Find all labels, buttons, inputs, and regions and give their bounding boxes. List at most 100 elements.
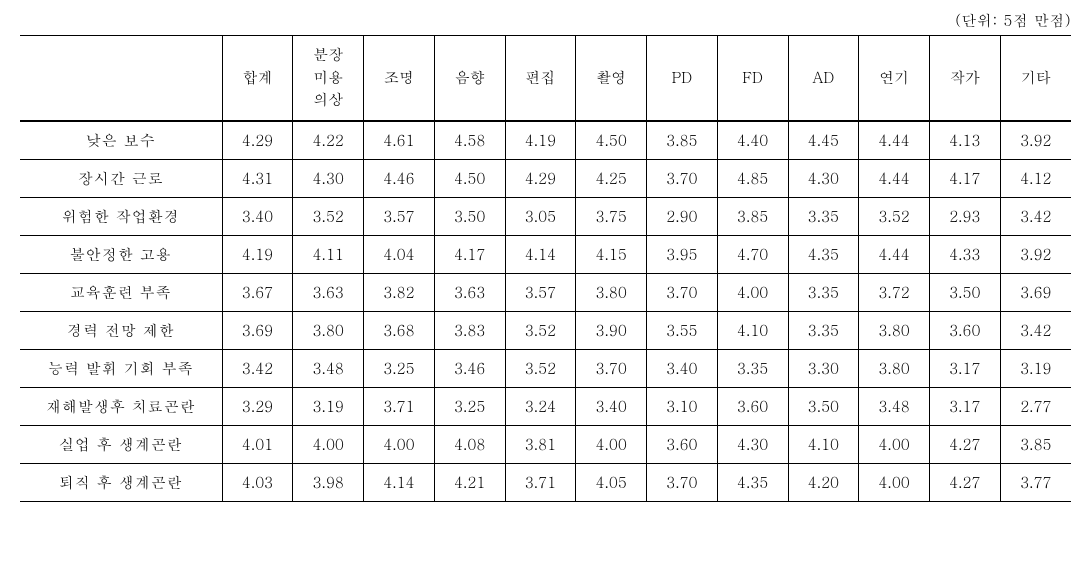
table-row: 퇴직 후 생계곤란4.033.984.144.213.714.053.704.3… <box>20 463 1071 501</box>
cell: 3.81 <box>505 425 576 463</box>
col-header: 음향 <box>434 36 505 121</box>
cell: 3.85 <box>1000 425 1071 463</box>
cell: 3.85 <box>647 121 718 159</box>
unit-note: (단위: 5점 만점) <box>20 10 1071 31</box>
cell: 4.85 <box>717 159 788 197</box>
row-label: 능력 발휘 기회 부족 <box>20 349 222 387</box>
table-row: 불안정한 고용4.194.114.044.174.144.153.954.704… <box>20 235 1071 273</box>
cell: 3.80 <box>859 311 930 349</box>
cell: 4.44 <box>859 121 930 159</box>
cell: 4.30 <box>788 159 859 197</box>
cell: 3.85 <box>717 197 788 235</box>
cell: 4.00 <box>717 273 788 311</box>
col-header: 분장미용의상 <box>293 36 364 121</box>
cell: 3.42 <box>1000 197 1071 235</box>
row-label: 불안정한 고용 <box>20 235 222 273</box>
cell: 3.55 <box>647 311 718 349</box>
col-header: 연기 <box>859 36 930 121</box>
row-label: 장시간 근로 <box>20 159 222 197</box>
row-label: 위험한 작업환경 <box>20 197 222 235</box>
cell: 3.82 <box>364 273 435 311</box>
cell: 3.24 <box>505 387 576 425</box>
cell: 4.00 <box>859 463 930 501</box>
cell: 4.44 <box>859 235 930 273</box>
cell: 4.30 <box>717 425 788 463</box>
cell: 4.14 <box>364 463 435 501</box>
cell: 3.50 <box>788 387 859 425</box>
cell: 3.63 <box>434 273 505 311</box>
row-label: 재해발생후 치료곤란 <box>20 387 222 425</box>
cell: 4.46 <box>364 159 435 197</box>
table-row: 능력 발휘 기회 부족3.423.483.253.463.523.703.403… <box>20 349 1071 387</box>
table-row: 위험한 작업환경3.403.523.573.503.053.752.903.85… <box>20 197 1071 235</box>
cell: 3.70 <box>576 349 647 387</box>
col-header: 편집 <box>505 36 576 121</box>
cell: 3.48 <box>859 387 930 425</box>
cell: 4.30 <box>293 159 364 197</box>
cell: 4.35 <box>717 463 788 501</box>
cell: 3.50 <box>929 273 1000 311</box>
cell: 4.00 <box>364 425 435 463</box>
cell: 4.22 <box>293 121 364 159</box>
cell: 3.52 <box>505 349 576 387</box>
table-row: 경력 전망 제한3.693.803.683.833.523.903.554.10… <box>20 311 1071 349</box>
cell: 3.29 <box>222 387 293 425</box>
cell: 3.70 <box>647 463 718 501</box>
cell: 3.60 <box>929 311 1000 349</box>
cell: 4.03 <box>222 463 293 501</box>
cell: 4.19 <box>222 235 293 273</box>
cell: 4.33 <box>929 235 1000 273</box>
cell: 4.50 <box>576 121 647 159</box>
cell: 3.46 <box>434 349 505 387</box>
cell: 3.83 <box>434 311 505 349</box>
table-row: 장시간 근로4.314.304.464.504.294.253.704.854.… <box>20 159 1071 197</box>
cell: 3.19 <box>293 387 364 425</box>
cell: 3.52 <box>859 197 930 235</box>
cell: 3.35 <box>717 349 788 387</box>
cell: 4.08 <box>434 425 505 463</box>
cell: 3.77 <box>1000 463 1071 501</box>
cell: 3.80 <box>576 273 647 311</box>
cell: 4.00 <box>576 425 647 463</box>
cell: 4.29 <box>505 159 576 197</box>
cell: 4.17 <box>929 159 1000 197</box>
cell: 4.27 <box>929 463 1000 501</box>
cell: 3.63 <box>293 273 364 311</box>
cell: 3.30 <box>788 349 859 387</box>
table-body: 낮은 보수4.294.224.614.584.194.503.854.404.4… <box>20 120 1071 501</box>
row-label: 실업 후 생계곤란 <box>20 425 222 463</box>
cell: 3.52 <box>293 197 364 235</box>
col-header: 작가 <box>929 36 1000 121</box>
cell: 3.71 <box>505 463 576 501</box>
cell: 4.31 <box>222 159 293 197</box>
table-header: 합계 분장미용의상 조명 음향 편집 촬영 PD FD AD 연기 작가 기타 <box>20 36 1071 121</box>
cell: 2.93 <box>929 197 1000 235</box>
cell: 3.92 <box>1000 235 1071 273</box>
cell: 3.40 <box>647 349 718 387</box>
cell: 3.69 <box>222 311 293 349</box>
cell: 4.01 <box>222 425 293 463</box>
cell: 3.60 <box>717 387 788 425</box>
cell: 4.19 <box>505 121 576 159</box>
col-header-blank <box>20 36 222 121</box>
cell: 4.00 <box>293 425 364 463</box>
cell: 4.14 <box>505 235 576 273</box>
cell: 3.69 <box>1000 273 1071 311</box>
cell: 3.90 <box>576 311 647 349</box>
cell: 3.42 <box>222 349 293 387</box>
cell: 3.17 <box>929 349 1000 387</box>
row-label: 교육훈련 부족 <box>20 273 222 311</box>
data-table: 합계 분장미용의상 조명 음향 편집 촬영 PD FD AD 연기 작가 기타 … <box>20 35 1071 502</box>
cell: 4.00 <box>859 425 930 463</box>
table-row: 실업 후 생계곤란4.014.004.004.083.814.003.604.3… <box>20 425 1071 463</box>
cell: 3.40 <box>576 387 647 425</box>
table-row: 재해발생후 치료곤란3.293.193.713.253.243.403.103.… <box>20 387 1071 425</box>
cell: 3.95 <box>647 235 718 273</box>
cell: 4.61 <box>364 121 435 159</box>
cell: 3.19 <box>1000 349 1071 387</box>
cell: 4.70 <box>717 235 788 273</box>
cell: 3.98 <box>293 463 364 501</box>
col-header: 기타 <box>1000 36 1071 121</box>
cell: 3.05 <box>505 197 576 235</box>
cell: 4.40 <box>717 121 788 159</box>
